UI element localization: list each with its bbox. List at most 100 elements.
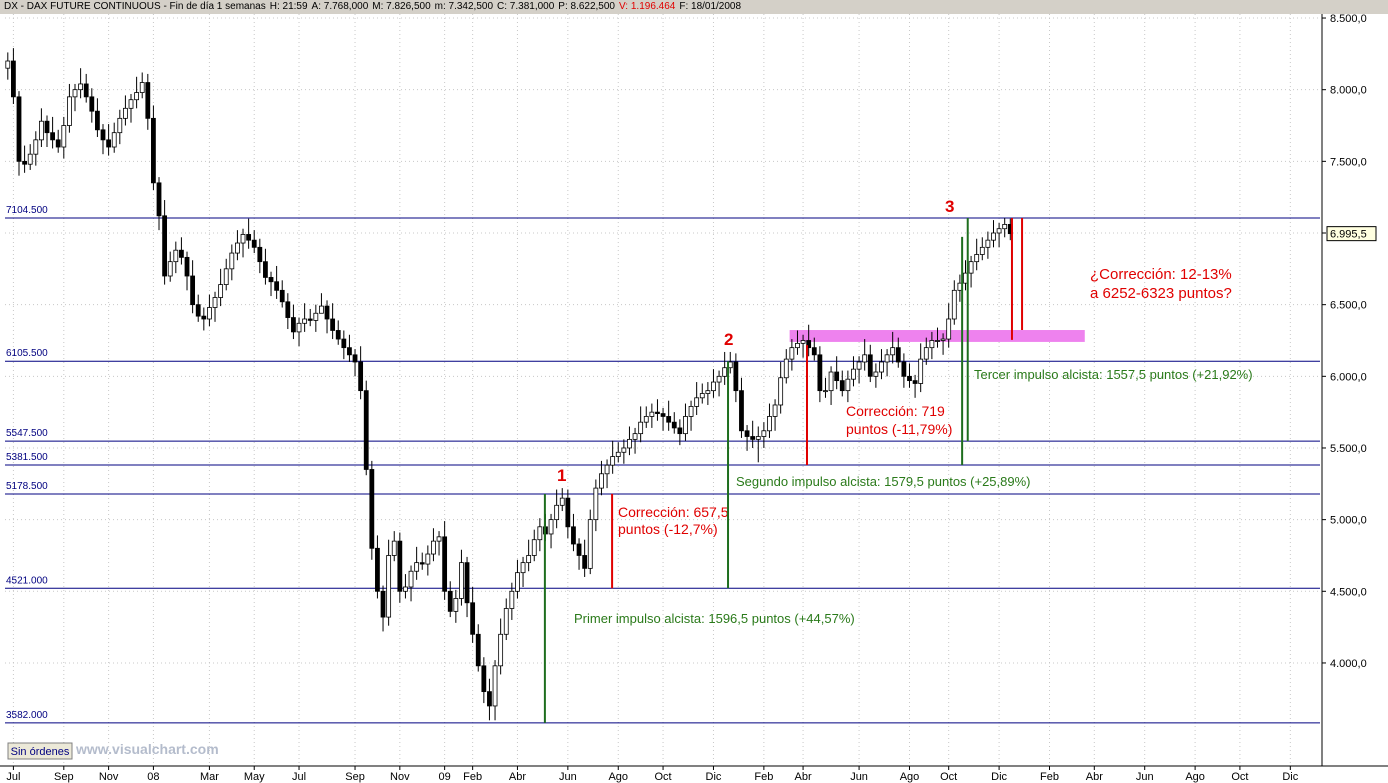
x-tick-label: Feb [1040,771,1059,783]
candle-body [649,411,655,417]
candle-body [571,526,576,545]
candle-body [274,281,280,291]
candle-body [453,598,459,612]
candle-body [291,317,296,333]
candle-body [403,586,408,592]
candle-body [117,117,123,134]
candle-body [22,160,28,165]
header-field: m: 7.342,500 [434,1,494,12]
candle-body [845,378,851,392]
candle-body [638,421,644,435]
candle-body [123,107,128,119]
candle-body [447,590,453,612]
x-tick-label: Jun [1136,771,1154,783]
candle-body [991,232,996,241]
candle-body [839,380,845,392]
candle-body [78,83,84,91]
wave-label: 1 [557,466,566,485]
candle-body [711,381,716,392]
candle-body [599,473,604,489]
candle-body [352,354,358,363]
level-label: 5178.500 [6,481,48,492]
x-tick-label: Jul [6,771,20,783]
annotation: Corrección: 719 [846,403,945,419]
last-price-box [1326,226,1377,242]
candle-body [33,139,39,155]
candle-body [783,358,789,379]
header-field: M: 7.826,500 [372,1,431,12]
candle-body [733,361,739,392]
candle-body [576,543,582,556]
candle-body [44,120,50,134]
candle-body [537,526,543,541]
candle-body [593,487,599,521]
candle-body [263,261,268,278]
header-field: H: 21:59 [269,1,308,12]
candle-body [442,536,448,592]
x-tick-label: Oct [940,771,957,783]
candle-body [515,572,520,592]
candle-body [610,456,616,466]
candle-body [391,540,397,556]
candle-body [789,347,795,360]
candle-body [55,139,61,148]
candle-body [806,340,812,349]
candle-body [879,361,884,373]
candle-body [257,246,263,263]
annotation: ¿Corrección: 12-13% [1090,266,1232,283]
candle-body [487,691,492,707]
x-tick-label: Mar [200,771,219,783]
x-tick-label: Ago [900,771,920,783]
candle-body [313,312,319,321]
x-tick-label: Dic [706,771,722,783]
candle-body [761,430,767,437]
candle-body [604,464,610,475]
x-tick-label: Nov [99,771,119,783]
header-field: C: 7.381,000 [497,1,555,12]
candle-body [828,371,834,392]
candle-body [767,416,772,432]
candle-body [134,92,140,101]
candle-body [184,256,190,277]
candle-body [285,301,291,318]
candle-body [800,340,806,344]
annotation: puntos (-12,7%) [618,521,718,537]
candle-body [27,153,33,165]
header-bar: DX - DAX FUTURE CONTINUOUS - Fin de día … [0,0,1388,14]
candle-body [772,404,778,417]
candle-body [67,96,72,126]
candle-body [509,590,515,609]
y-tick-label: 7.500,0 [1330,156,1367,168]
candle-body [873,371,879,377]
candle-body [951,289,957,320]
candle-body [795,342,800,349]
header-field: P: 8.622,500 [558,1,615,12]
y-tick-label: 5.000,0 [1330,515,1367,527]
candle-body [481,665,487,693]
y-tick-label: 8.500,0 [1330,13,1367,25]
x-tick-label: Feb [463,771,482,783]
candle-body [627,438,632,449]
wave-label: 2 [724,330,733,349]
candle-body [179,249,184,258]
y-tick-label: 6.500,0 [1330,300,1367,312]
candle-body [744,430,750,437]
x-tick-label: Jul [292,771,306,783]
candle-body [520,562,526,574]
candle-body [128,99,134,109]
candle-body [968,261,974,274]
annotation: a 6252-6323 puntos? [1090,285,1232,302]
candle-body [83,83,89,98]
candle-body [621,447,627,453]
status-button[interactable] [7,742,73,760]
candle-body [666,416,672,423]
candle-body [50,132,56,141]
candle-body [240,234,246,244]
x-tick-label: Jun [850,771,868,783]
candle-body [526,555,532,564]
header-field: V: 1.196.464 [619,1,676,12]
candle-body [929,340,935,349]
candle-body [151,117,156,184]
candle-body [979,246,985,255]
candle-body [195,304,201,317]
